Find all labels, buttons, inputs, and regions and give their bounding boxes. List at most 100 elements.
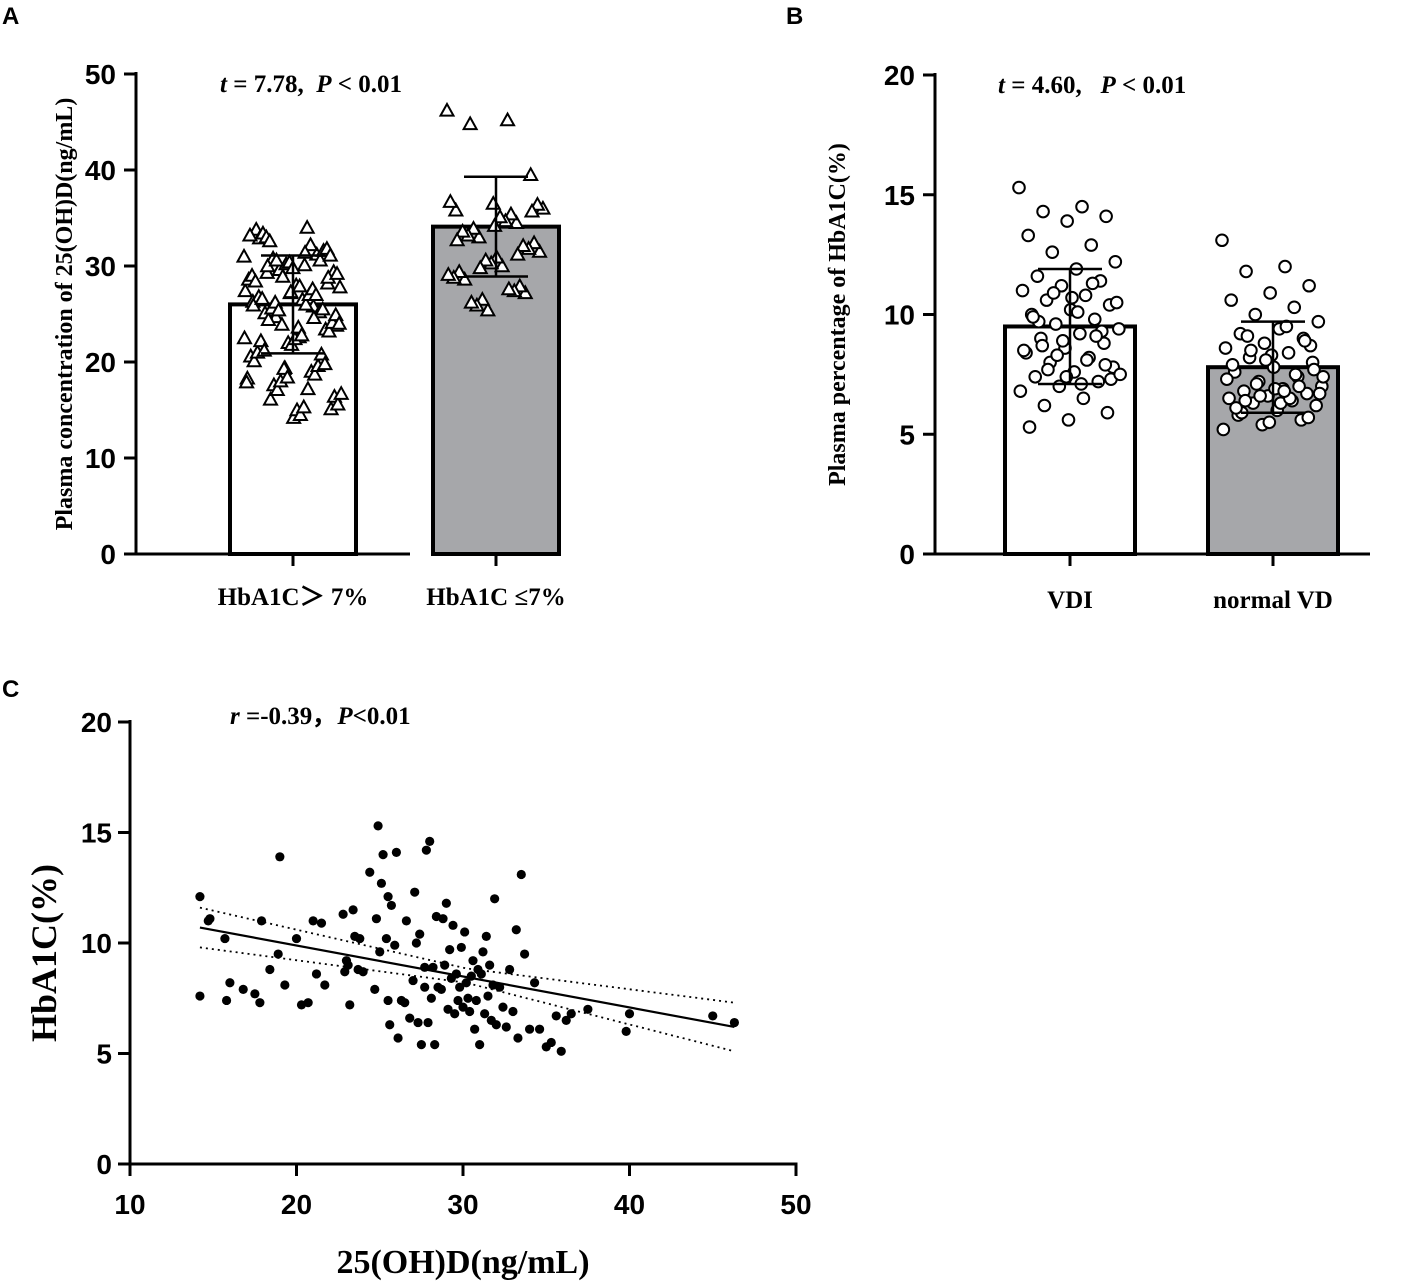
data-point xyxy=(1026,310,1040,324)
data-point xyxy=(1037,398,1052,413)
data-point xyxy=(1239,264,1253,279)
x-tick-label: 30 xyxy=(447,1189,478,1220)
data-point xyxy=(273,316,291,331)
data-point xyxy=(442,193,459,208)
data-point xyxy=(268,251,285,267)
p-symbol: P xyxy=(315,71,332,98)
data-point xyxy=(451,969,461,979)
ci-upper-line xyxy=(199,906,735,1004)
data-point xyxy=(269,381,286,397)
data-point xyxy=(556,1046,566,1056)
data-point xyxy=(1225,357,1240,372)
data-point xyxy=(460,927,470,937)
data-point xyxy=(1085,276,1100,291)
y-tick-label: 10 xyxy=(81,928,112,959)
data-point xyxy=(291,277,308,293)
panel-label-a: A xyxy=(2,3,19,30)
panel-label-c: C xyxy=(2,676,19,703)
data-point xyxy=(1112,322,1126,336)
data-point xyxy=(465,1006,475,1017)
data-point xyxy=(410,887,420,897)
data-point xyxy=(1099,209,1113,224)
data-point xyxy=(408,975,418,986)
data-point xyxy=(405,1013,415,1023)
data-point xyxy=(383,891,393,902)
data-point xyxy=(1108,255,1123,269)
data-point xyxy=(1302,278,1316,293)
y-tick-label: 40 xyxy=(85,155,116,186)
data-point xyxy=(320,322,338,338)
y-axis-title: Plasma concentration of 25(OH)D(ng/mL) xyxy=(52,98,78,531)
data-point xyxy=(383,995,393,1006)
data-point xyxy=(440,266,457,281)
data-point xyxy=(273,949,283,959)
data-point xyxy=(1240,329,1255,343)
data-point xyxy=(430,1040,440,1050)
data-point xyxy=(241,226,259,242)
panel-a: 0 10 20 30 40 50 Plasma concentration of 25(OH… xyxy=(52,59,566,611)
x-axis-title: 25(OH)D(ng/mL) xyxy=(336,1244,589,1281)
data-point xyxy=(331,278,349,294)
data-point xyxy=(1244,343,1258,358)
data-point xyxy=(238,373,255,389)
data-point xyxy=(1098,357,1113,372)
data-point xyxy=(443,1004,453,1014)
data-point xyxy=(1287,300,1302,315)
data-point xyxy=(520,949,530,959)
data-point xyxy=(461,115,479,131)
data-point xyxy=(466,971,476,981)
data-point xyxy=(1249,377,1264,391)
data-point xyxy=(221,995,232,1006)
data-point xyxy=(421,845,431,855)
data-point xyxy=(1311,314,1326,329)
data-point xyxy=(386,900,397,911)
data-point xyxy=(516,869,526,880)
data-point xyxy=(448,231,466,247)
data-point xyxy=(423,1017,433,1028)
data-point xyxy=(1076,391,1091,406)
data-point xyxy=(1301,410,1316,425)
data-point xyxy=(491,1020,501,1030)
data-point xyxy=(265,964,275,975)
data-point xyxy=(561,1015,571,1025)
data-point xyxy=(476,969,486,979)
x-tick-label: 40 xyxy=(614,1189,645,1220)
data-point xyxy=(255,998,265,1008)
y-tick-label: 20 xyxy=(85,347,116,378)
data-point xyxy=(708,1011,718,1021)
data-point xyxy=(1238,393,1253,408)
data-point xyxy=(355,933,365,944)
data-point xyxy=(307,286,325,301)
data-point xyxy=(235,247,253,263)
data-point xyxy=(522,166,539,181)
data-point xyxy=(1070,305,1085,319)
data-point xyxy=(298,219,316,234)
data-point xyxy=(508,214,525,229)
data-point xyxy=(495,982,505,992)
data-point xyxy=(493,257,511,273)
data-point xyxy=(447,201,465,217)
data-point xyxy=(415,929,425,939)
data-point xyxy=(316,355,334,371)
y-tick-label: 0 xyxy=(899,539,915,570)
data-point xyxy=(456,942,466,953)
data-point xyxy=(1224,293,1238,307)
data-point xyxy=(311,969,322,979)
y-tick-label: 5 xyxy=(96,1039,112,1070)
data-point xyxy=(378,850,388,860)
data-point xyxy=(348,905,358,915)
data-point xyxy=(1035,338,1050,353)
data-point xyxy=(621,1026,631,1036)
category-label: VDI xyxy=(1047,587,1093,614)
data-point xyxy=(390,940,400,950)
data-point xyxy=(509,245,526,261)
data-point xyxy=(472,259,489,275)
data-point xyxy=(458,1002,468,1012)
y-tick-label: 10 xyxy=(85,443,116,474)
data-point xyxy=(486,217,503,232)
data-point xyxy=(534,1024,545,1034)
data-point xyxy=(455,982,465,992)
data-point xyxy=(1216,422,1231,437)
data-point xyxy=(481,931,491,941)
